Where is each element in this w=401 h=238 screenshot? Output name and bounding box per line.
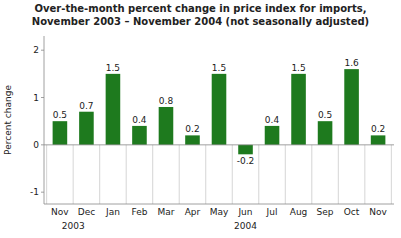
bar	[371, 135, 386, 144]
x-tick-label: Feb	[131, 207, 147, 217]
data-label: 0.7	[79, 101, 93, 111]
x-tick-label: Oct	[344, 207, 360, 217]
x-tick-label: Aug	[290, 207, 308, 217]
data-label: 1.5	[212, 63, 226, 73]
x-tick-label: Jun	[237, 207, 252, 217]
y-tick	[41, 50, 44, 51]
data-label: 0.5	[318, 110, 332, 120]
separator	[338, 145, 339, 204]
bar	[291, 74, 306, 145]
data-label: 0.2	[185, 124, 199, 134]
separator	[232, 145, 233, 204]
y-tick	[41, 97, 44, 98]
data-label: 1.6	[344, 58, 359, 68]
bars	[53, 69, 386, 154]
separator	[285, 145, 286, 204]
y-tick-label: 1	[33, 93, 39, 103]
separator	[179, 145, 180, 204]
x-tick-label: Mar	[157, 207, 174, 217]
separator	[258, 145, 259, 204]
x-tick-label: May	[210, 207, 229, 217]
separator	[152, 145, 153, 204]
y-tick-label: 2	[33, 45, 39, 55]
x-tick-label: Jul	[266, 207, 278, 217]
chart: Over-the-month percent change in price i…	[0, 0, 401, 238]
x-tick-label: Nov	[369, 207, 387, 217]
y-axis-label: Percent change	[3, 85, 13, 155]
separator	[46, 145, 47, 204]
data-label: -0.2	[237, 156, 255, 166]
separator	[73, 145, 74, 204]
bar	[132, 126, 147, 145]
separator	[126, 145, 127, 204]
data-label: 0.2	[371, 124, 385, 134]
bar	[185, 135, 200, 144]
data-label: 0.4	[132, 115, 147, 125]
bar	[53, 121, 68, 145]
subtitle: November 2003 – November 2004 (not seaso…	[32, 16, 369, 27]
separator	[311, 145, 312, 204]
bar	[106, 74, 121, 145]
bar	[159, 107, 174, 145]
data-label: 0.8	[159, 96, 174, 106]
zero-line	[44, 144, 394, 145]
bar	[344, 69, 359, 145]
bar	[212, 74, 227, 145]
y-tick	[41, 144, 44, 145]
data-label: 0.4	[265, 115, 280, 125]
annotation: 2004	[234, 221, 257, 231]
y-axis-line	[44, 36, 45, 204]
annotation: 2003	[62, 221, 85, 231]
y-tick	[41, 192, 44, 193]
x-tick-label: Sep	[317, 207, 334, 217]
bar	[238, 145, 253, 154]
x-tick-label: Nov	[51, 207, 69, 217]
bar	[318, 121, 333, 145]
data-label: 1.5	[106, 63, 120, 73]
x-axis-line	[44, 204, 394, 205]
data-label: 0.5	[53, 110, 67, 120]
bar	[265, 126, 280, 145]
chart-container: Over-the-month percent change in price i…	[0, 0, 401, 238]
y-tick-label: 0	[33, 140, 39, 150]
separator	[391, 145, 392, 204]
title: Over-the-month percent change in price i…	[35, 3, 367, 14]
bar	[79, 112, 94, 145]
y-tick-label: -1	[30, 187, 39, 197]
separator	[205, 145, 206, 204]
data-label: 1.5	[291, 63, 305, 73]
x-tick-label: Dec	[78, 207, 95, 217]
separator	[364, 145, 365, 204]
separator	[99, 145, 100, 204]
x-tick-label: Jan	[105, 207, 120, 217]
x-tick-label: Apr	[185, 207, 201, 217]
